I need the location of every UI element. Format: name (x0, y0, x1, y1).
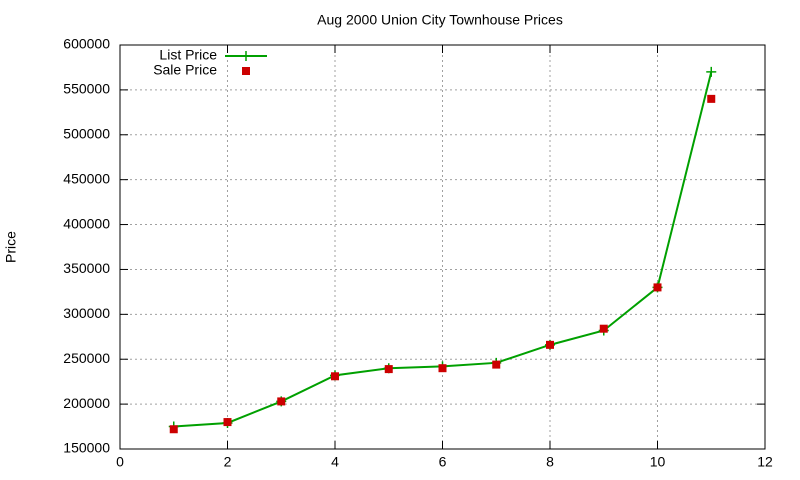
plot-border (119, 44, 766, 450)
data-point (492, 360, 501, 369)
chart-title: Aug 2000 Union City Townhouse Prices (317, 12, 563, 28)
data-point (438, 364, 447, 373)
y-tick-label: 250000 (63, 350, 110, 366)
y-tick-label: 150000 (63, 440, 110, 456)
y-tick-label: 200000 (63, 395, 110, 411)
data-point (653, 283, 662, 292)
x-tick-label: 2 (224, 454, 232, 470)
x-tick-label: 0 (116, 454, 124, 470)
y-tick-label: 300000 (63, 305, 110, 321)
data-point (599, 324, 608, 333)
y-axis-label: Price (3, 231, 19, 263)
y-tick-label: 600000 (63, 36, 110, 52)
y-tick-label: 350000 (63, 260, 110, 276)
x-tick-label: 8 (546, 454, 554, 470)
x-tick-label: 6 (439, 454, 447, 470)
data-point (277, 397, 286, 406)
legend-label: List Price (159, 47, 217, 63)
y-tick-label: 400000 (63, 215, 110, 231)
data-point (546, 340, 554, 349)
data-point (706, 66, 717, 77)
legend-marker (241, 51, 251, 61)
y-tick-label: 500000 (63, 125, 110, 141)
x-tick-label: 12 (757, 454, 773, 470)
x-tick-label: 10 (650, 454, 666, 470)
y-tick-label: 550000 (63, 81, 110, 97)
data-point (384, 365, 393, 374)
data-point (169, 425, 178, 434)
x-tick-label: 4 (331, 454, 339, 470)
legend-label: Sale Price (153, 62, 217, 78)
y-tick-label: 450000 (63, 170, 110, 186)
data-point (707, 94, 716, 103)
legend-marker (242, 67, 250, 75)
data-point (223, 418, 232, 427)
data-point (331, 372, 339, 381)
